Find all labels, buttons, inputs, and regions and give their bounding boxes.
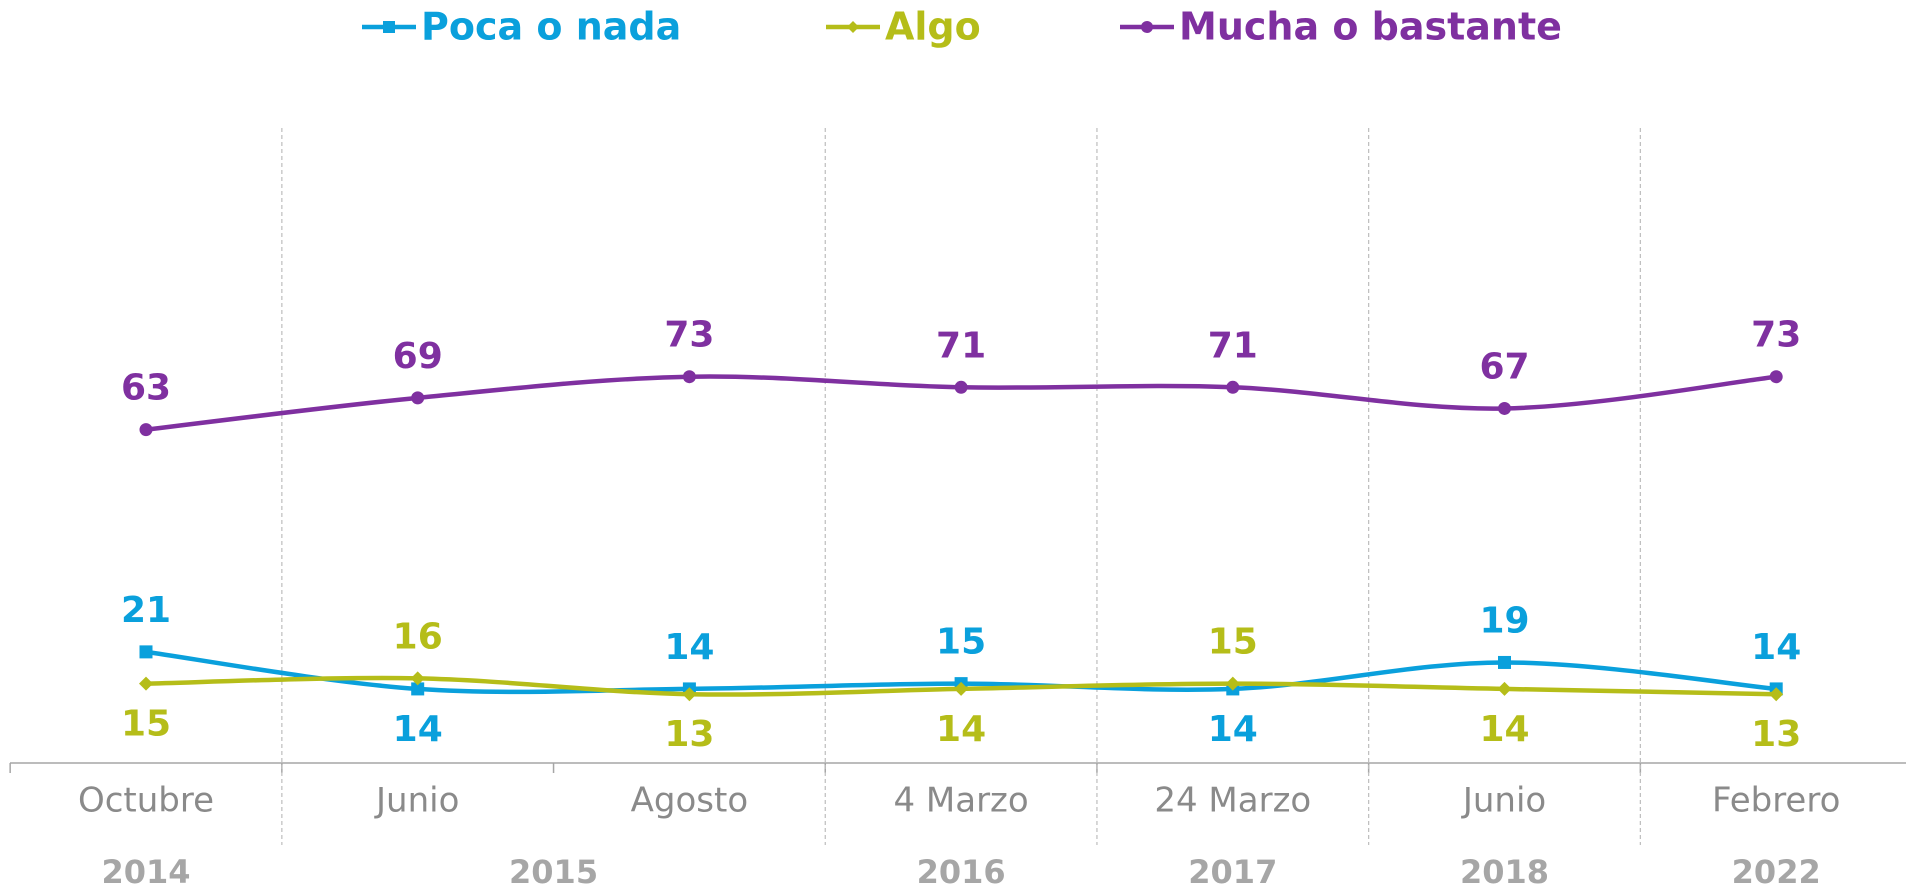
data-label: 14 <box>1479 709 1529 750</box>
x-tick-label: Febrero <box>1712 781 1840 821</box>
data-point <box>410 671 425 686</box>
data-point <box>1769 687 1784 702</box>
data-point <box>1498 655 1511 669</box>
data-label: 14 <box>1208 709 1258 750</box>
data-point <box>1769 370 1783 384</box>
data-point <box>682 370 696 384</box>
x-tick-label: Agosto <box>631 781 749 821</box>
data-label: 14 <box>664 627 714 668</box>
data-point <box>954 681 969 696</box>
data-label: 67 <box>1479 346 1529 387</box>
legend-marker <box>847 21 859 33</box>
data-point <box>411 682 425 696</box>
data-label: 69 <box>393 336 443 377</box>
data-label: 14 <box>936 709 986 750</box>
data-point <box>1497 681 1512 696</box>
data-point <box>139 645 153 659</box>
data-label: 21 <box>121 590 171 631</box>
data-label: 63 <box>121 368 171 409</box>
data-point <box>411 391 425 405</box>
x-tick-label: Junio <box>1461 781 1546 821</box>
x-tick-label: 24 Marzo <box>1154 781 1311 821</box>
data-label: 19 <box>1479 600 1529 641</box>
legend-marker <box>1141 21 1153 33</box>
x-tick-label: Junio <box>374 781 459 821</box>
data-label: 14 <box>393 709 443 750</box>
legend-label: Algo <box>885 5 981 49</box>
data-label: 13 <box>1751 714 1801 755</box>
data-point <box>139 676 153 691</box>
data-label: 73 <box>1751 315 1801 356</box>
data-label: 71 <box>1208 325 1258 366</box>
year-label: 2015 <box>509 853 598 891</box>
legend-label: Poca o nada <box>421 5 681 49</box>
data-point <box>1498 401 1511 415</box>
year-label: 2017 <box>1188 853 1277 891</box>
legend-label: Mucha o bastante <box>1179 5 1562 49</box>
data-point <box>954 380 968 394</box>
legend-marker <box>383 21 395 33</box>
data-label: 16 <box>393 616 443 657</box>
year-label: 2022 <box>1732 853 1821 891</box>
data-label: 71 <box>936 325 986 366</box>
data-label: 15 <box>1208 622 1258 663</box>
x-tick-label: 4 Marzo <box>893 781 1028 821</box>
data-label: 15 <box>121 704 171 745</box>
data-label: 15 <box>936 622 986 663</box>
data-point <box>1225 676 1240 691</box>
year-label: 2016 <box>917 853 1006 891</box>
data-point <box>1226 380 1240 394</box>
x-tick-label: Octubre <box>78 781 214 821</box>
data-label: 13 <box>664 714 714 755</box>
year-label: 2014 <box>101 853 190 891</box>
data-point <box>139 423 153 437</box>
data-label: 73 <box>664 315 714 356</box>
data-label: 14 <box>1751 627 1801 668</box>
data-point <box>682 687 697 702</box>
year-label: 2018 <box>1460 853 1549 891</box>
